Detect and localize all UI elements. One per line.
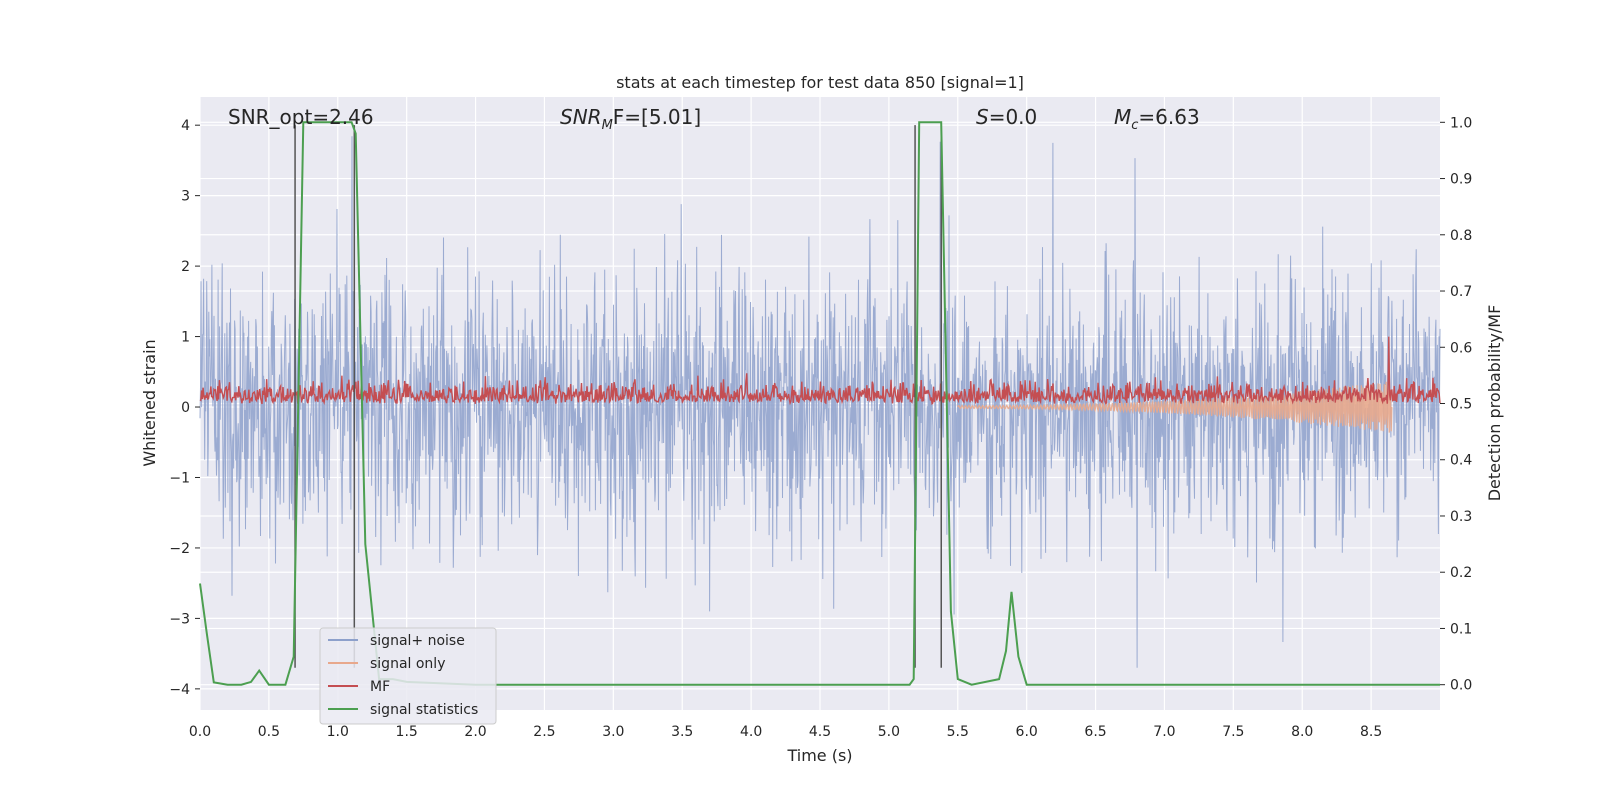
x-axis-label: Time (s)	[786, 746, 852, 765]
y2-tick-label: 1.0	[1450, 115, 1472, 131]
noise-series	[199, 136, 1441, 668]
legend-label-mf: MF	[370, 679, 390, 695]
y2-tick-label: 0.9	[1450, 172, 1472, 188]
x-tick-label: 4.0	[740, 724, 762, 740]
y2-tick-label: 0.7	[1450, 284, 1472, 300]
mf-line	[199, 336, 1441, 406]
y-tick-label: 2	[181, 259, 190, 275]
legend-label-signal-noise: signal+ noise	[370, 633, 465, 649]
y-tick-label: −3	[169, 611, 190, 627]
legend-box	[319, 627, 497, 725]
chart-title: stats at each timestep for test data 850…	[616, 73, 1024, 92]
y-tick-label: −4	[169, 682, 190, 698]
y2-tick-label: 0.6	[1450, 340, 1472, 356]
legend-label-signal-only: signal only	[370, 656, 445, 672]
x-tick-label: 0.5	[258, 724, 280, 740]
y-axis-label: Whitened strain	[140, 339, 159, 466]
y2-tick-label: 0.1	[1450, 621, 1472, 637]
x-tick-label: 7.0	[1153, 724, 1175, 740]
x-tick-label: 8.0	[1291, 724, 1313, 740]
x-tick-label: 7.5	[1222, 724, 1244, 740]
x-tick-label: 2.5	[533, 724, 555, 740]
signal-noise-line	[199, 136, 1441, 668]
x-tick-label: 2.0	[464, 724, 486, 740]
x-tick-label: 0.0	[189, 724, 211, 740]
y2-axis-label: Detection probability/MF	[1485, 305, 1504, 502]
y-tick-label: −2	[169, 541, 190, 557]
y2-tick-label: 0.5	[1450, 397, 1472, 413]
y-tick-label: 0	[181, 400, 190, 416]
y-tick-label: −1	[169, 470, 190, 486]
x-tick-label: 8.5	[1360, 724, 1382, 740]
annotation-snr-opt: SNR_opt=2.46	[228, 105, 374, 129]
y-tick-label: 1	[181, 330, 190, 346]
y2-tick-label: 0.3	[1450, 509, 1472, 525]
x-tick-label: 3.5	[671, 724, 693, 740]
x-tick-label: 6.5	[1084, 724, 1106, 740]
y-tick-label: 3	[181, 189, 190, 205]
x-tick-label: 6.0	[1016, 724, 1038, 740]
y2-tick-label: 0.0	[1450, 678, 1472, 694]
x-tick-label: 4.5	[809, 724, 831, 740]
x-tick-label: 3.0	[602, 724, 624, 740]
legend-label-signal-statistics: signal statistics	[370, 702, 478, 718]
y2-tick-label: 0.2	[1450, 565, 1472, 581]
x-tick-label: 5.5	[947, 724, 969, 740]
y2-tick-label: 0.4	[1450, 453, 1472, 469]
legend: signal+ noise signal only MF signal stat…	[319, 627, 497, 725]
mf-series	[199, 336, 1441, 406]
x-tick-label: 5.0	[878, 724, 900, 740]
y-tick-label: 4	[181, 118, 190, 134]
x-tick-label: 1.5	[396, 724, 418, 740]
annotation-mc: Mc=6.63	[1114, 105, 1200, 133]
annotation-snr-mf: SNRMF=[5.01]	[560, 105, 701, 133]
y2-tick-label: 0.8	[1450, 228, 1472, 244]
annotation-s: S=0.0	[976, 105, 1037, 129]
tick-labels: 0.0 0.5 1.0 1.5 2.0 2.5 3.0 3.5 4.0 4.5 5.0 5.5 6.0 6…	[169, 115, 1472, 740]
x-tick-label: 1.0	[327, 724, 349, 740]
